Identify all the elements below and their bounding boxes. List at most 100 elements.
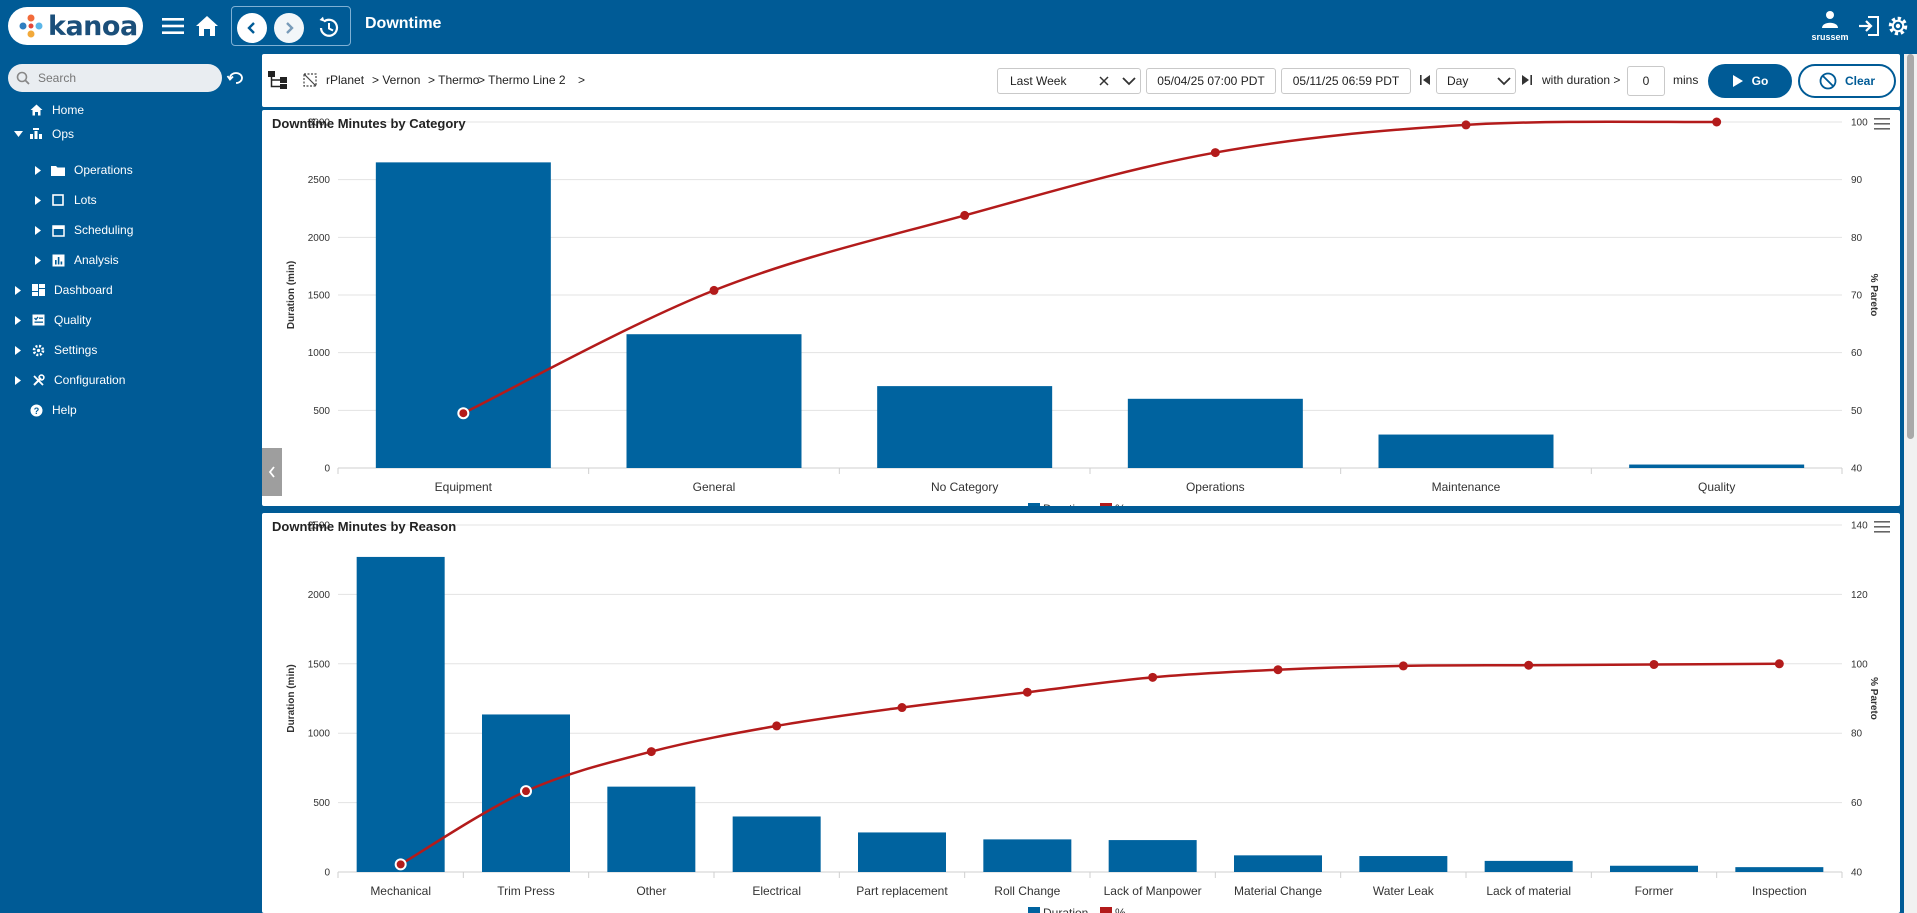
- svg-text:?: ?: [33, 406, 39, 416]
- chevron-right-icon: [286, 22, 294, 34]
- y2-tick-label: 100: [1851, 659, 1868, 670]
- duration-input[interactable]: 0: [1627, 66, 1665, 96]
- navigation-group: [231, 6, 351, 46]
- breadcrumb-line[interactable]: > Thermo Line 2: [478, 73, 566, 87]
- vertical-scrollbar[interactable]: [1904, 54, 1917, 913]
- y2-tick-label: 50: [1851, 406, 1863, 417]
- y-tick-label: 1500: [308, 291, 331, 302]
- y2-tick-label: 100: [1851, 118, 1868, 129]
- chart-title: Downtime Minutes by Category: [272, 116, 466, 131]
- forward-button[interactable]: [274, 13, 304, 43]
- sync-icon[interactable]: [226, 68, 246, 88]
- y-tick-label: 2000: [308, 233, 331, 244]
- bar: [1359, 856, 1448, 872]
- category-pareto-chart: 0 500 1000 1500 2000 2500 3000 40 50 60 70 80 90 100 D…: [286, 117, 1879, 506]
- y-tick-label: 3000: [308, 118, 331, 129]
- hierarchy-icon[interactable]: [267, 70, 289, 90]
- sidebar-item-configuration[interactable]: Configuration: [12, 368, 125, 392]
- scrollbar-thumb[interactable]: [1907, 54, 1914, 439]
- y-tick-label: 2500: [308, 521, 331, 532]
- x-tick-label: Other: [636, 884, 666, 898]
- bar: [1378, 434, 1554, 468]
- breadcrumb-site[interactable]: rPlanet: [326, 73, 365, 87]
- sidebar-item-scheduling[interactable]: Scheduling: [32, 218, 133, 242]
- checklist-icon: [30, 313, 46, 327]
- x-tick-label: Inspection: [1752, 884, 1807, 898]
- search-input[interactable]: [38, 71, 208, 85]
- x-tick-label: Material Change: [1234, 884, 1322, 898]
- search-icon: [16, 71, 30, 85]
- back-button[interactable]: [237, 13, 267, 43]
- settings-icon[interactable]: [1883, 11, 1913, 41]
- breadcrumb-plant[interactable]: > Vernon: [372, 73, 421, 87]
- sidebar-item-dashboard[interactable]: Dashboard: [12, 278, 113, 302]
- x-tick-label: No Category: [931, 480, 998, 494]
- pareto-point: [1524, 660, 1534, 670]
- x-tick-label: Water Leak: [1373, 884, 1435, 898]
- main-content: rPlanet > Vernon > Thermo > Thermo Line …: [262, 54, 1900, 913]
- pareto-line: [462, 120, 1717, 415]
- sidebar-item-lots[interactable]: Lots: [32, 188, 97, 212]
- top-bar: kanoa Downtime srussem: [0, 0, 1917, 52]
- bar-chart-icon: [50, 253, 66, 267]
- sidebar-item-ops[interactable]: Ops: [12, 122, 74, 146]
- pareto-point: [520, 785, 532, 798]
- clear-button[interactable]: Clear: [1798, 64, 1896, 98]
- interval-select[interactable]: Day: [1436, 68, 1516, 94]
- pareto-point: [960, 210, 970, 220]
- clear-x-icon[interactable]: [1098, 75, 1110, 87]
- pareto-point: [457, 407, 470, 420]
- bar: [732, 816, 821, 872]
- legend-label-duration: Duration: [1043, 906, 1088, 913]
- last-period-icon[interactable]: [1521, 74, 1533, 86]
- sidebar-item-home[interactable]: Home: [16, 98, 84, 122]
- bar: [356, 556, 445, 872]
- sidebar-item-operations[interactable]: Operations: [32, 158, 133, 182]
- kanoa-logo[interactable]: kanoa: [8, 7, 143, 45]
- y2-axis-title: % Pareto: [1868, 274, 1879, 317]
- home-icon[interactable]: [192, 11, 222, 41]
- bar: [1127, 398, 1303, 468]
- chevron-left-icon: [247, 22, 255, 34]
- first-period-icon[interactable]: [1419, 74, 1431, 86]
- breadcrumb-next[interactable]: >: [578, 73, 586, 87]
- sidebar-item-label: Ops: [52, 127, 75, 141]
- y-tick-label: 1500: [308, 659, 331, 670]
- hamburger-icon[interactable]: [158, 11, 188, 41]
- folder-icon: [50, 163, 66, 177]
- bar: [375, 162, 551, 468]
- x-tick-label: Lack of Manpower: [1104, 884, 1202, 898]
- site-icon: [303, 73, 317, 87]
- filter-bar: rPlanet > Vernon > Thermo > Thermo Line …: [262, 54, 1900, 107]
- pareto-point: [1273, 665, 1283, 675]
- sidebar-item-help[interactable]: ? Help: [16, 398, 77, 422]
- sidebar-item-analysis[interactable]: Analysis: [32, 248, 119, 272]
- pareto-line: [400, 662, 1780, 866]
- sidebar-item-settings[interactable]: Settings: [12, 338, 97, 362]
- page-title: Downtime: [365, 15, 442, 32]
- history-button[interactable]: [314, 13, 344, 43]
- sidebar-item-quality[interactable]: Quality: [12, 308, 91, 332]
- logout-icon[interactable]: [1854, 11, 1884, 41]
- user-menu[interactable]: srussem: [1798, 9, 1862, 42]
- breadcrumb-area[interactable]: > Thermo: [428, 73, 480, 87]
- pareto-point: [646, 747, 656, 757]
- end-datetime-input[interactable]: 05/11/25 06:59 PDT: [1281, 68, 1411, 94]
- start-datetime-input[interactable]: 05/04/25 07:00 PDT: [1146, 68, 1276, 94]
- y2-tick-label: 140: [1851, 521, 1868, 532]
- bar: [1234, 855, 1322, 872]
- caret-right-icon: [12, 315, 24, 325]
- collapse-sidebar-tab[interactable]: [262, 448, 282, 496]
- chart-menu-icon[interactable]: [1874, 520, 1890, 534]
- user-icon: [1822, 11, 1838, 28]
- reason-chart-panel: 0 500 1000 1500 2000 2500 40 60 80 100 120 140 Durat…: [262, 513, 1900, 913]
- x-tick-label: Electrical: [752, 884, 801, 898]
- range-select[interactable]: Last Week: [997, 68, 1141, 94]
- chart-menu-icon[interactable]: [1874, 117, 1890, 131]
- x-tick-label: Lack of material: [1486, 884, 1571, 898]
- bar: [858, 832, 946, 872]
- history-icon: [319, 16, 339, 37]
- go-button[interactable]: Go: [1708, 64, 1792, 98]
- bar: [1610, 865, 1698, 872]
- caret-right-icon: [32, 225, 44, 235]
